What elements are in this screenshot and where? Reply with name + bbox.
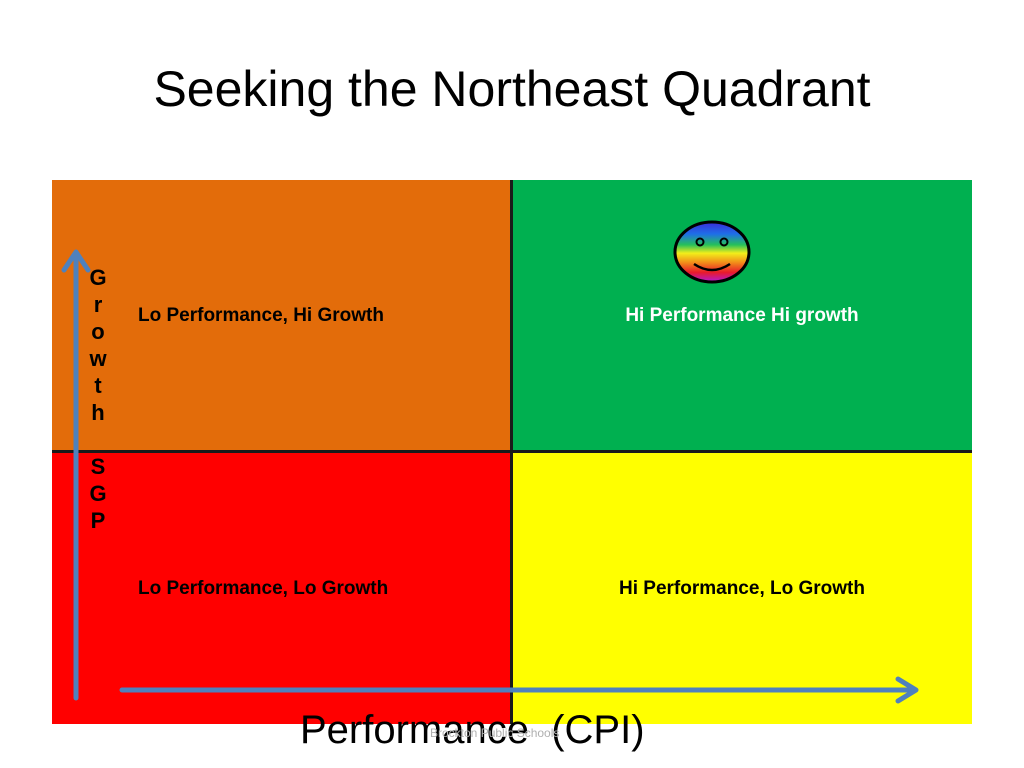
quadrant-grid: Lo Performance, Hi Growth Hi Performance… <box>52 180 972 724</box>
y-axis-letter: G <box>89 265 107 290</box>
y-axis-letter: h <box>91 400 105 425</box>
quadrant-lo-performance-hi-growth: Lo Performance, Hi Growth <box>52 180 512 452</box>
y-axis-letter: S <box>90 454 106 479</box>
y-axis-label: G r o w t h S G P <box>84 264 112 534</box>
horizontal-divider <box>52 450 972 453</box>
quadrant-label-sw: Lo Performance, Lo Growth <box>138 578 389 599</box>
rainbow-smiley-icon <box>673 220 751 284</box>
slide-title: Seeking the Northeast Quadrant <box>153 61 871 117</box>
y-axis-letter <box>84 426 112 453</box>
slide-footer: Brockton Public Schools <box>430 726 560 740</box>
quadrant-hi-performance-hi-growth: Hi Performance Hi growth <box>512 180 972 452</box>
quadrant-label-nw: Lo Performance, Hi Growth <box>138 305 384 326</box>
x-axis-label: Performance (CPI) <box>300 708 645 752</box>
y-axis-letter: P <box>90 508 106 533</box>
y-axis-letter: o <box>91 319 105 344</box>
y-axis-letter: G <box>89 481 107 506</box>
y-axis-letter: r <box>93 292 103 317</box>
y-axis-letter: w <box>89 346 107 371</box>
y-axis-letter: t <box>94 373 102 398</box>
quadrant-label-ne: Hi Performance Hi growth <box>625 305 859 326</box>
quadrant-hi-performance-lo-growth: Hi Performance, Lo Growth <box>512 452 972 724</box>
quadrant-lo-performance-lo-growth: Lo Performance, Lo Growth <box>52 452 512 724</box>
quadrant-label-se: Hi Performance, Lo Growth <box>619 578 865 599</box>
